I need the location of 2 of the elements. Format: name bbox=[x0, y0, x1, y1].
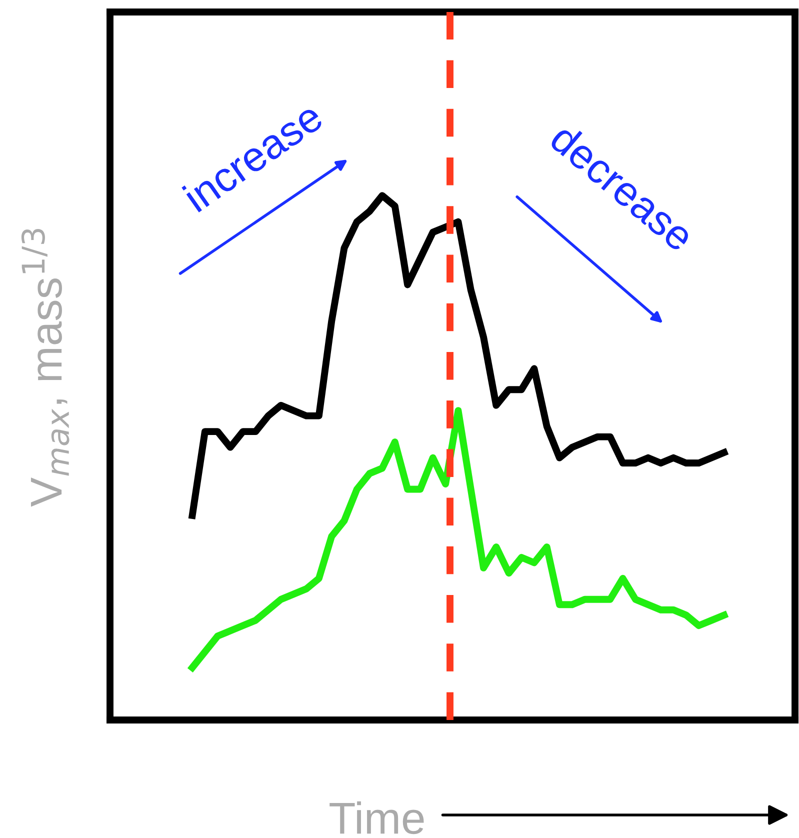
x-axis-title: Time bbox=[330, 801, 424, 834]
y-axis-title: V$_{max}$, mass$^{1/3}$ bbox=[21, 228, 70, 507]
